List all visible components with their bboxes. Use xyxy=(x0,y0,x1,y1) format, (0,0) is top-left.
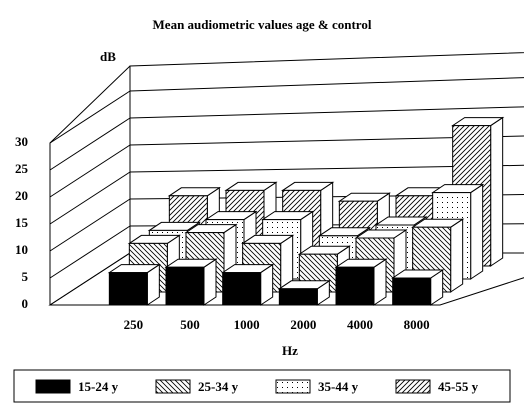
legend-swatch xyxy=(155,379,191,394)
y-tick-label: 10 xyxy=(15,242,28,257)
grid-line xyxy=(129,106,524,119)
x-axis-label: Hz xyxy=(282,343,298,358)
bar xyxy=(222,272,262,306)
legend-label: 35-44 y xyxy=(318,379,359,394)
x-tick-label: 4000 xyxy=(347,317,373,332)
grid-line xyxy=(49,144,131,198)
x-tick-label: 2000 xyxy=(290,317,316,332)
legend-label: 45-55 y xyxy=(438,379,479,394)
x-tick-label: 250 xyxy=(124,317,144,332)
y-tick-label: 15 xyxy=(15,215,29,230)
grid-line xyxy=(49,117,131,171)
bar xyxy=(108,272,148,306)
bar xyxy=(165,266,205,306)
y-tick-label: 30 xyxy=(15,134,28,149)
bar-side xyxy=(450,218,464,293)
grid-line xyxy=(49,252,131,306)
y-tick-label: 20 xyxy=(15,188,28,203)
grid-line xyxy=(49,90,131,144)
legend-label: 15-24 y xyxy=(78,379,119,394)
y-tick-label: 25 xyxy=(15,161,29,176)
y-axis-label: dB xyxy=(100,49,116,64)
grid-line xyxy=(49,225,131,279)
legend-label: 25-34 y xyxy=(198,379,239,394)
x-tick-label: 500 xyxy=(180,317,200,332)
chart-title: Mean audiometric values age & control xyxy=(153,17,372,32)
x-tick-label: 1000 xyxy=(234,317,260,332)
grid-line xyxy=(49,198,131,252)
legend-swatch xyxy=(35,379,71,394)
bar xyxy=(335,266,375,306)
legend-swatch xyxy=(395,379,431,394)
y-tick-label: 5 xyxy=(22,269,29,284)
grid-line xyxy=(129,77,524,92)
bar-side xyxy=(490,116,504,267)
y-tick-label: 0 xyxy=(22,296,29,311)
grid-line xyxy=(129,164,524,173)
bar xyxy=(278,288,318,306)
bar xyxy=(392,277,432,306)
x-tick-label: 8000 xyxy=(404,317,430,332)
legend-swatch xyxy=(275,379,311,394)
grid-line xyxy=(49,171,131,225)
grid-line xyxy=(129,135,524,146)
bar-side xyxy=(470,183,484,280)
